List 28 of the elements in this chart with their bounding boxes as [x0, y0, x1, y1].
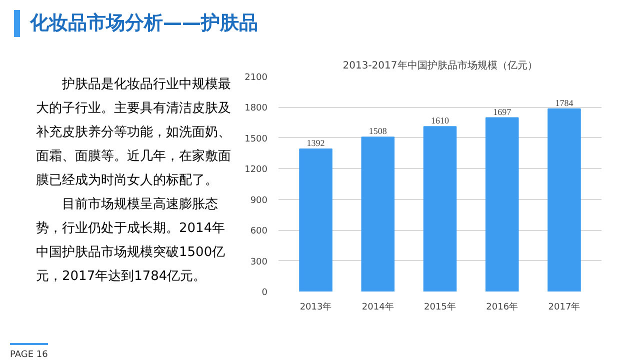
y-tick-label: 2100: [244, 73, 268, 83]
y-tick-label: 900: [250, 196, 268, 206]
text: 目前市场规模呈高速膨胀态势，行业仍处于成长期。2014年中国护肤品市场规模突破1500亿元，2017年达到1784亿元。: [36, 196, 226, 286]
x-tick-label: 2016年: [486, 302, 518, 312]
text: 护肤品是化妆品行业中规模最大的子行业。主要具有清洁皮肤及补充皮肤养分等功能，如洗面奶、面霜、面膜等。近几年，在家敷面膜已经成为时尚女人的标配了。: [36, 76, 232, 190]
x-tick-label: 2017年: [548, 302, 580, 312]
x-tick-label: 2013年: [300, 302, 332, 312]
text: PAGE 16: [10, 343, 48, 360]
x-tick-label: 2015年: [424, 302, 456, 312]
chart-title: 2013-2017年中国护肤品市场规模（亿元）: [342, 60, 538, 72]
y-tick-label: 0: [262, 288, 268, 298]
bar: [299, 148, 332, 292]
data-label: 1392: [306, 138, 325, 148]
y-tick-label: 1200: [244, 165, 268, 176]
data-label: 1610: [431, 116, 450, 126]
bar: [548, 108, 581, 292]
y-tick-label: 600: [250, 226, 268, 237]
y-tick-label: 1500: [244, 134, 268, 144]
x-tick-label: 2014年: [362, 302, 394, 312]
data-label: 1784: [555, 98, 574, 108]
bar: [423, 126, 457, 292]
data-label: 1697: [493, 106, 512, 117]
data-label: 1508: [368, 126, 388, 136]
bar: [361, 136, 395, 292]
text: 化妆品市场分析——护肤品: [14, 10, 258, 38]
y-tick-label: 1800: [244, 104, 268, 114]
bar: [485, 117, 519, 292]
y-tick-label: 300: [250, 257, 268, 268]
